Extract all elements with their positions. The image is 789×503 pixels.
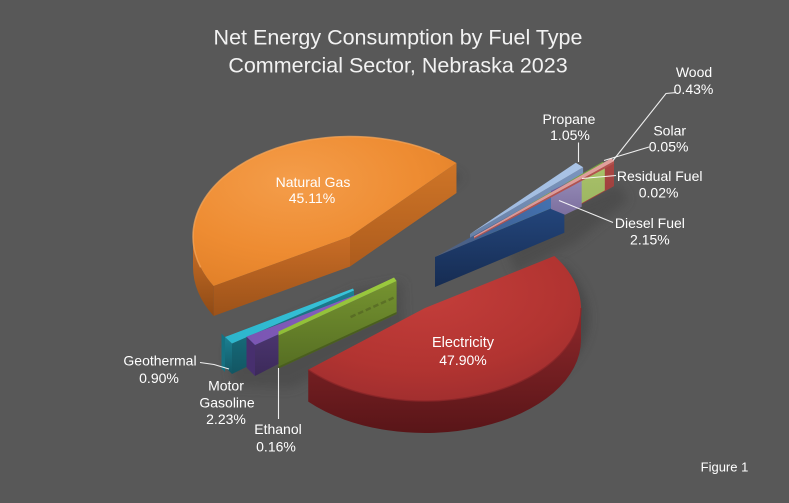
svg-text:2.15%: 2.15%	[630, 232, 670, 248]
svg-text:0.43%: 0.43%	[674, 81, 714, 97]
svg-text:Gasoline: Gasoline	[199, 395, 254, 411]
svg-text:Motor: Motor	[208, 377, 244, 393]
svg-text:Commercial Sector, Nebraska 20: Commercial Sector, Nebraska 2023	[228, 54, 567, 78]
svg-text:1.05%: 1.05%	[550, 127, 590, 143]
svg-text:2.23%: 2.23%	[206, 411, 246, 427]
svg-text:Diesel Fuel: Diesel Fuel	[615, 215, 685, 231]
svg-text:Natural Gas: Natural Gas	[276, 174, 351, 190]
svg-text:0.16%: 0.16%	[256, 439, 296, 455]
svg-text:Residual Fuel: Residual Fuel	[617, 168, 703, 184]
svg-text:Solar: Solar	[653, 123, 686, 139]
svg-text:Ethanol: Ethanol	[254, 421, 301, 437]
svg-text:0.90%: 0.90%	[139, 370, 179, 386]
svg-text:Propane: Propane	[543, 111, 596, 127]
svg-text:0.02%: 0.02%	[639, 185, 679, 201]
svg-text:47.90%: 47.90%	[439, 352, 486, 368]
svg-text:0.05%: 0.05%	[649, 138, 689, 154]
svg-text:Figure 1: Figure 1	[701, 460, 749, 475]
svg-text:Geothermal: Geothermal	[123, 352, 196, 368]
svg-text:Electricity: Electricity	[432, 335, 495, 351]
svg-text:Wood: Wood	[676, 64, 712, 80]
svg-text:45.11%: 45.11%	[289, 190, 335, 206]
svg-text:Net Energy Consumption by Fuel: Net Energy Consumption by Fuel Type	[214, 26, 583, 50]
